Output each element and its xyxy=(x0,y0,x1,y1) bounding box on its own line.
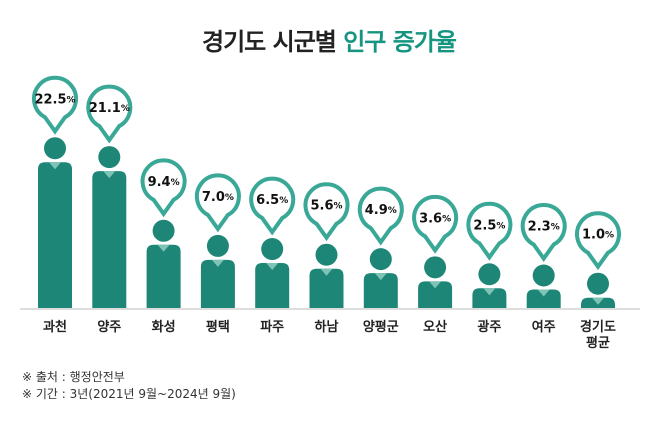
value-label: 9.4% xyxy=(148,174,180,189)
x-tick-label: 경기도 평균 xyxy=(580,320,616,351)
value-label: 7.0% xyxy=(202,189,234,204)
person-collar xyxy=(103,171,116,179)
pin xyxy=(412,194,459,254)
person-collar xyxy=(49,162,61,170)
value-label: 1.0% xyxy=(582,227,614,242)
person-head xyxy=(424,256,447,279)
value-label: 2.3% xyxy=(528,219,560,234)
person-body xyxy=(363,273,398,308)
x-tick-label: 하남 xyxy=(314,320,339,335)
person-collar xyxy=(211,259,224,267)
source-note: ※ 기간 : 3년(2021년 9월~2024년 9월) xyxy=(22,387,236,401)
x-tick-label: 양주 xyxy=(97,320,122,335)
source-note: ※ 출처 : 행정안전부 xyxy=(22,370,125,384)
person-body xyxy=(255,263,290,308)
person-head xyxy=(206,234,229,257)
person-collar xyxy=(266,263,279,271)
person-collar xyxy=(320,268,333,276)
x-tick-label: 파주 xyxy=(260,320,285,335)
value-label: 21.1% xyxy=(89,101,130,116)
person-head xyxy=(369,248,392,271)
chart-title: 경기도 시군별 인구 증가율 xyxy=(0,22,658,57)
person-body xyxy=(38,162,72,308)
value-label: 3.6% xyxy=(419,211,451,226)
person-head xyxy=(532,264,555,287)
pin xyxy=(194,173,241,233)
person-head xyxy=(315,243,338,266)
person-body xyxy=(309,268,344,308)
value-label: 4.9% xyxy=(365,203,397,218)
person-collar xyxy=(374,273,387,281)
x-tick-label: 오산 xyxy=(423,320,448,335)
pin xyxy=(520,203,567,262)
title-highlight: 인구 증가율 xyxy=(343,28,457,56)
value-label: 5.6% xyxy=(310,198,342,213)
person-body xyxy=(418,281,453,308)
person-collar xyxy=(483,288,496,296)
value-label: 2.5% xyxy=(473,218,505,233)
person-head xyxy=(261,238,284,261)
pin xyxy=(466,201,513,261)
person-head xyxy=(98,146,121,169)
person-collar xyxy=(592,297,604,305)
pin xyxy=(357,186,404,246)
title-main: 경기도 시군별 xyxy=(202,28,337,56)
x-tick-label: 화성 xyxy=(151,320,176,335)
x-tick-label: 양평군 xyxy=(362,320,399,335)
person-body xyxy=(526,289,561,308)
person-head xyxy=(587,272,609,295)
pin xyxy=(303,182,350,242)
person-collar xyxy=(429,281,442,289)
x-tick-label: 광주 xyxy=(477,320,502,335)
person-body xyxy=(200,259,235,308)
person-body xyxy=(472,288,507,308)
pin xyxy=(86,84,133,144)
pin xyxy=(575,211,621,271)
person-head xyxy=(478,263,501,286)
person-body xyxy=(146,244,181,308)
person-head xyxy=(44,137,66,160)
value-label: 22.5% xyxy=(34,92,75,107)
x-tick-label: 여주 xyxy=(531,320,556,335)
value-label: 6.5% xyxy=(256,193,288,208)
pin xyxy=(140,158,187,218)
person-body xyxy=(92,171,127,308)
pin xyxy=(249,176,296,236)
person-collar xyxy=(537,289,550,297)
person-head xyxy=(152,219,175,242)
x-tick-label: 평택 xyxy=(205,320,230,335)
x-tick-label: 과천 xyxy=(43,320,67,335)
pin xyxy=(32,75,78,135)
person-collar xyxy=(157,244,170,252)
